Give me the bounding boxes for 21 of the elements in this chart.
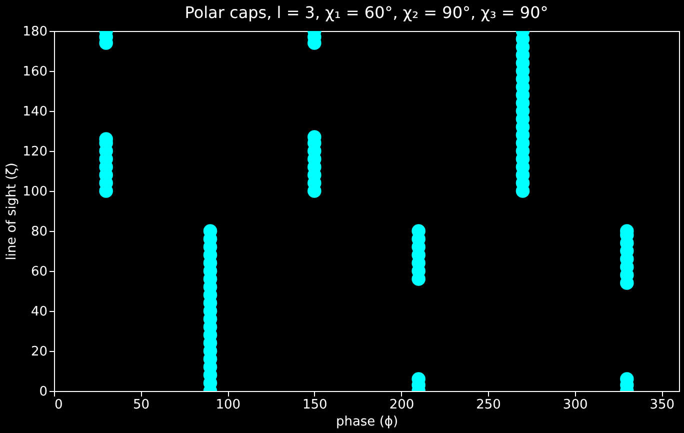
x-tick-label: 300 xyxy=(562,398,588,412)
y-tick-label: 20 xyxy=(30,344,48,360)
x-tick-label: 350 xyxy=(650,398,675,412)
y-axis-title: line of sight (ζ) xyxy=(4,162,20,260)
y-tick-label: 0 xyxy=(39,384,48,400)
y-tick-label: 100 xyxy=(22,184,48,200)
x-tick-label: 0 xyxy=(54,398,63,412)
chart-title: Polar caps, l = 3, χ₁ = 60°, χ₂ = 90°, χ₃ = 90° xyxy=(184,3,548,22)
y-tick-label: 140 xyxy=(22,104,48,120)
y-tick-label: 120 xyxy=(22,144,48,160)
y-tick-label: 60 xyxy=(30,264,48,280)
x-tick-label: 50 xyxy=(133,398,150,412)
x-tick-label: 150 xyxy=(302,398,328,412)
x-tick-label: 100 xyxy=(216,398,241,412)
x-tick-label: 250 xyxy=(476,398,501,412)
x-axis-title: phase (ϕ) xyxy=(336,414,398,430)
y-tick-label: 80 xyxy=(30,224,48,240)
x-tick-label: 200 xyxy=(389,398,414,412)
y-tick-label: 180 xyxy=(22,24,48,40)
y-tick-label: 160 xyxy=(22,64,48,80)
y-tick-label: 40 xyxy=(30,304,48,320)
